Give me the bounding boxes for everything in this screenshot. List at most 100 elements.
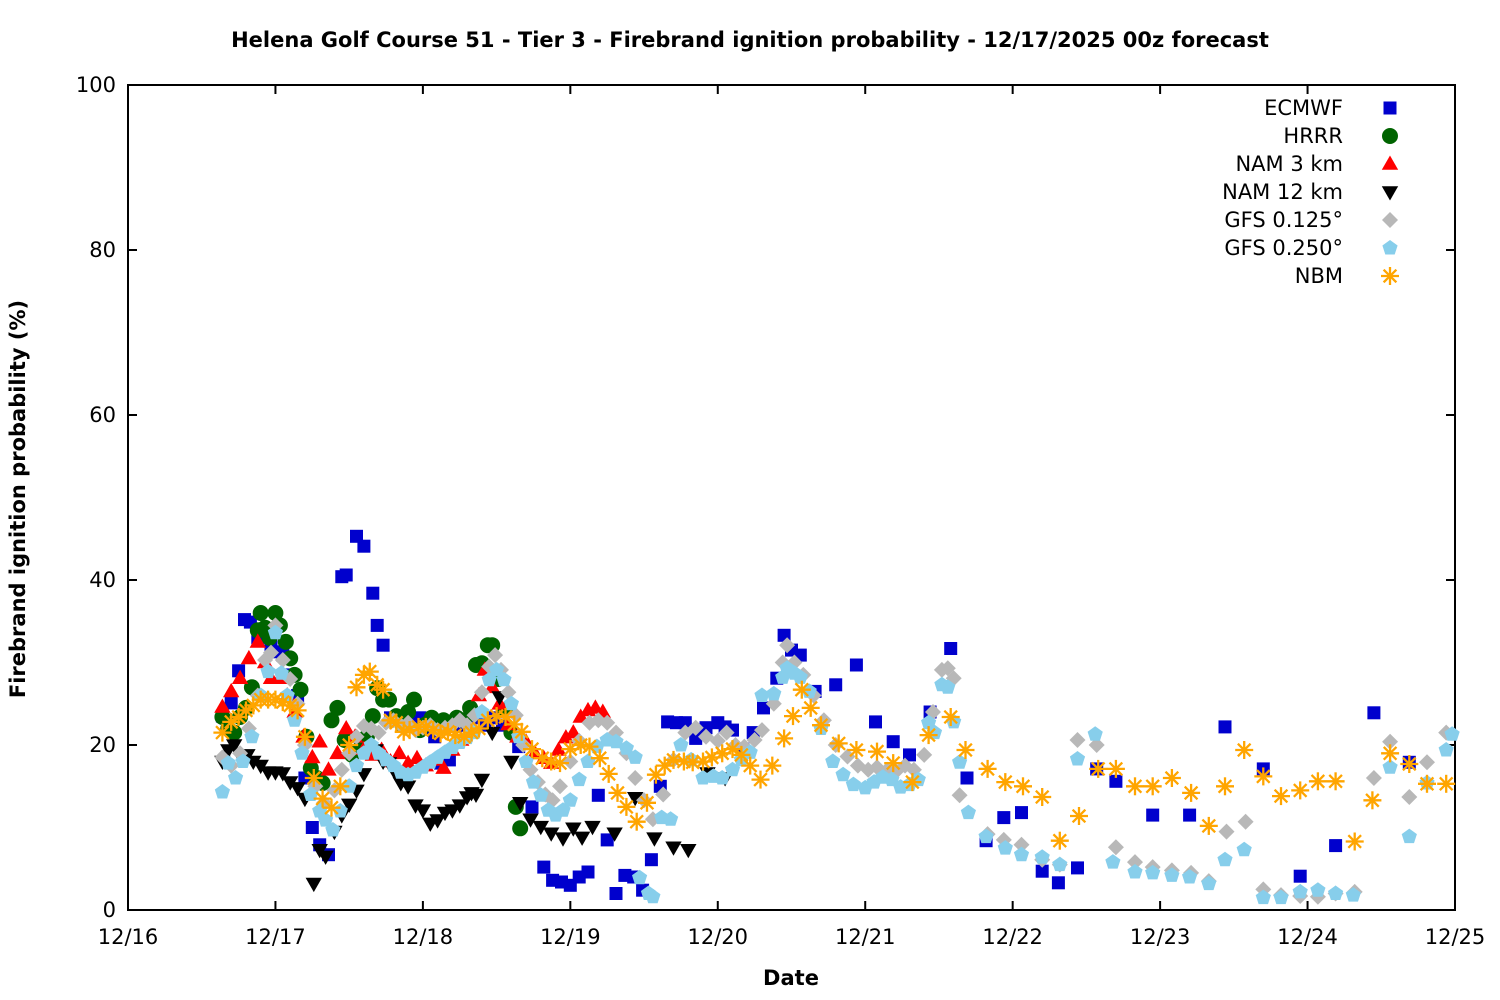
data-point bbox=[792, 680, 811, 699]
data-point bbox=[766, 685, 782, 701]
data-point bbox=[273, 665, 289, 680]
data-point bbox=[1182, 783, 1201, 802]
data-point bbox=[374, 680, 393, 699]
data-point bbox=[627, 812, 646, 831]
data-point bbox=[294, 745, 310, 760]
data-point bbox=[580, 753, 596, 768]
data-point bbox=[249, 633, 266, 648]
nam-3-km-marker-icon bbox=[1381, 155, 1399, 170]
data-point bbox=[240, 649, 258, 665]
data-point bbox=[646, 832, 663, 847]
data-point bbox=[512, 820, 529, 837]
y-tick-label: 100 bbox=[76, 73, 116, 97]
data-point bbox=[916, 746, 933, 763]
data-point bbox=[1237, 813, 1254, 830]
data-point bbox=[1014, 777, 1032, 796]
data-point bbox=[1437, 774, 1456, 793]
data-point bbox=[1438, 742, 1454, 757]
data-point bbox=[347, 678, 366, 697]
data-point bbox=[1109, 774, 1123, 788]
data-point bbox=[1308, 772, 1327, 791]
data-point bbox=[1255, 889, 1271, 905]
data-point bbox=[673, 737, 689, 752]
data-point bbox=[599, 714, 616, 731]
data-point bbox=[847, 741, 866, 759]
data-point bbox=[381, 691, 397, 708]
legend-entry-hrrr: HRRR bbox=[1283, 124, 1398, 148]
hrrr-marker-icon bbox=[1382, 128, 1398, 144]
data-point bbox=[1034, 849, 1050, 864]
data-point bbox=[825, 753, 841, 768]
axis-tick-labels: 12/16 12/17 12/18 12/19 12/20 12/21 12/22 12/23… bbox=[76, 73, 1485, 949]
data-point bbox=[754, 722, 770, 739]
data-point bbox=[1164, 867, 1180, 882]
data-point bbox=[839, 748, 856, 765]
nam-12-km-marker-icon bbox=[1381, 186, 1399, 201]
data-point bbox=[1127, 864, 1143, 879]
data-point bbox=[223, 682, 240, 698]
data-point bbox=[645, 888, 661, 904]
data-point bbox=[1345, 887, 1361, 902]
data-point bbox=[655, 786, 672, 803]
data-point bbox=[399, 780, 417, 795]
data-point bbox=[1088, 737, 1105, 753]
data-point bbox=[1365, 770, 1382, 786]
data-point bbox=[311, 733, 328, 748]
data-point bbox=[522, 813, 539, 828]
x-tick-label: 12/19 bbox=[540, 925, 601, 949]
data-point bbox=[292, 681, 309, 698]
data-point bbox=[220, 755, 236, 770]
y-tick-label: 0 bbox=[103, 898, 116, 922]
data-point bbox=[784, 707, 802, 726]
data-point bbox=[573, 831, 591, 846]
data-point bbox=[1126, 777, 1144, 796]
data-point bbox=[512, 797, 529, 812]
data-point bbox=[829, 734, 848, 753]
data-point bbox=[235, 753, 251, 768]
data-point bbox=[687, 719, 704, 736]
data-point bbox=[1127, 854, 1143, 871]
plot-border bbox=[127, 84, 1456, 911]
data-point bbox=[960, 771, 974, 785]
data-point bbox=[951, 787, 968, 804]
data-point bbox=[1444, 726, 1460, 741]
data-point bbox=[366, 586, 380, 600]
data-point bbox=[489, 661, 505, 677]
data-point bbox=[996, 773, 1015, 792]
data-point bbox=[267, 605, 284, 621]
data-point bbox=[617, 797, 636, 816]
data-point bbox=[1069, 732, 1086, 748]
data-point bbox=[304, 748, 321, 764]
data-point bbox=[1071, 861, 1084, 875]
data-point bbox=[638, 793, 656, 812]
x-tick-label: 12/25 bbox=[1425, 925, 1486, 949]
data-point bbox=[295, 727, 314, 746]
data-point bbox=[406, 691, 422, 708]
data-point bbox=[1015, 806, 1028, 820]
x-tick-label: 12/23 bbox=[1130, 925, 1191, 949]
y-tick-label: 60 bbox=[89, 403, 116, 427]
data-point bbox=[1418, 774, 1436, 793]
data-point bbox=[801, 698, 820, 717]
data-point bbox=[903, 773, 922, 792]
data-point bbox=[305, 821, 319, 834]
data-point bbox=[318, 812, 334, 827]
data-point bbox=[584, 820, 601, 836]
data-point bbox=[323, 712, 340, 729]
legend-label-gfs-0-250: GFS 0.250° bbox=[1224, 236, 1343, 260]
data-point bbox=[474, 704, 490, 719]
data-point bbox=[1293, 869, 1307, 883]
data-point bbox=[591, 788, 605, 802]
data-point bbox=[320, 761, 337, 776]
data-point bbox=[1326, 772, 1345, 791]
data-point bbox=[348, 757, 365, 773]
data-point bbox=[940, 679, 956, 694]
data-point bbox=[487, 647, 504, 664]
legend-label-nam-12-km: NAM 12 km bbox=[1222, 180, 1343, 204]
data-point bbox=[978, 759, 997, 778]
data-point bbox=[557, 729, 575, 744]
data-point bbox=[414, 804, 432, 819]
data-point bbox=[1236, 841, 1252, 857]
